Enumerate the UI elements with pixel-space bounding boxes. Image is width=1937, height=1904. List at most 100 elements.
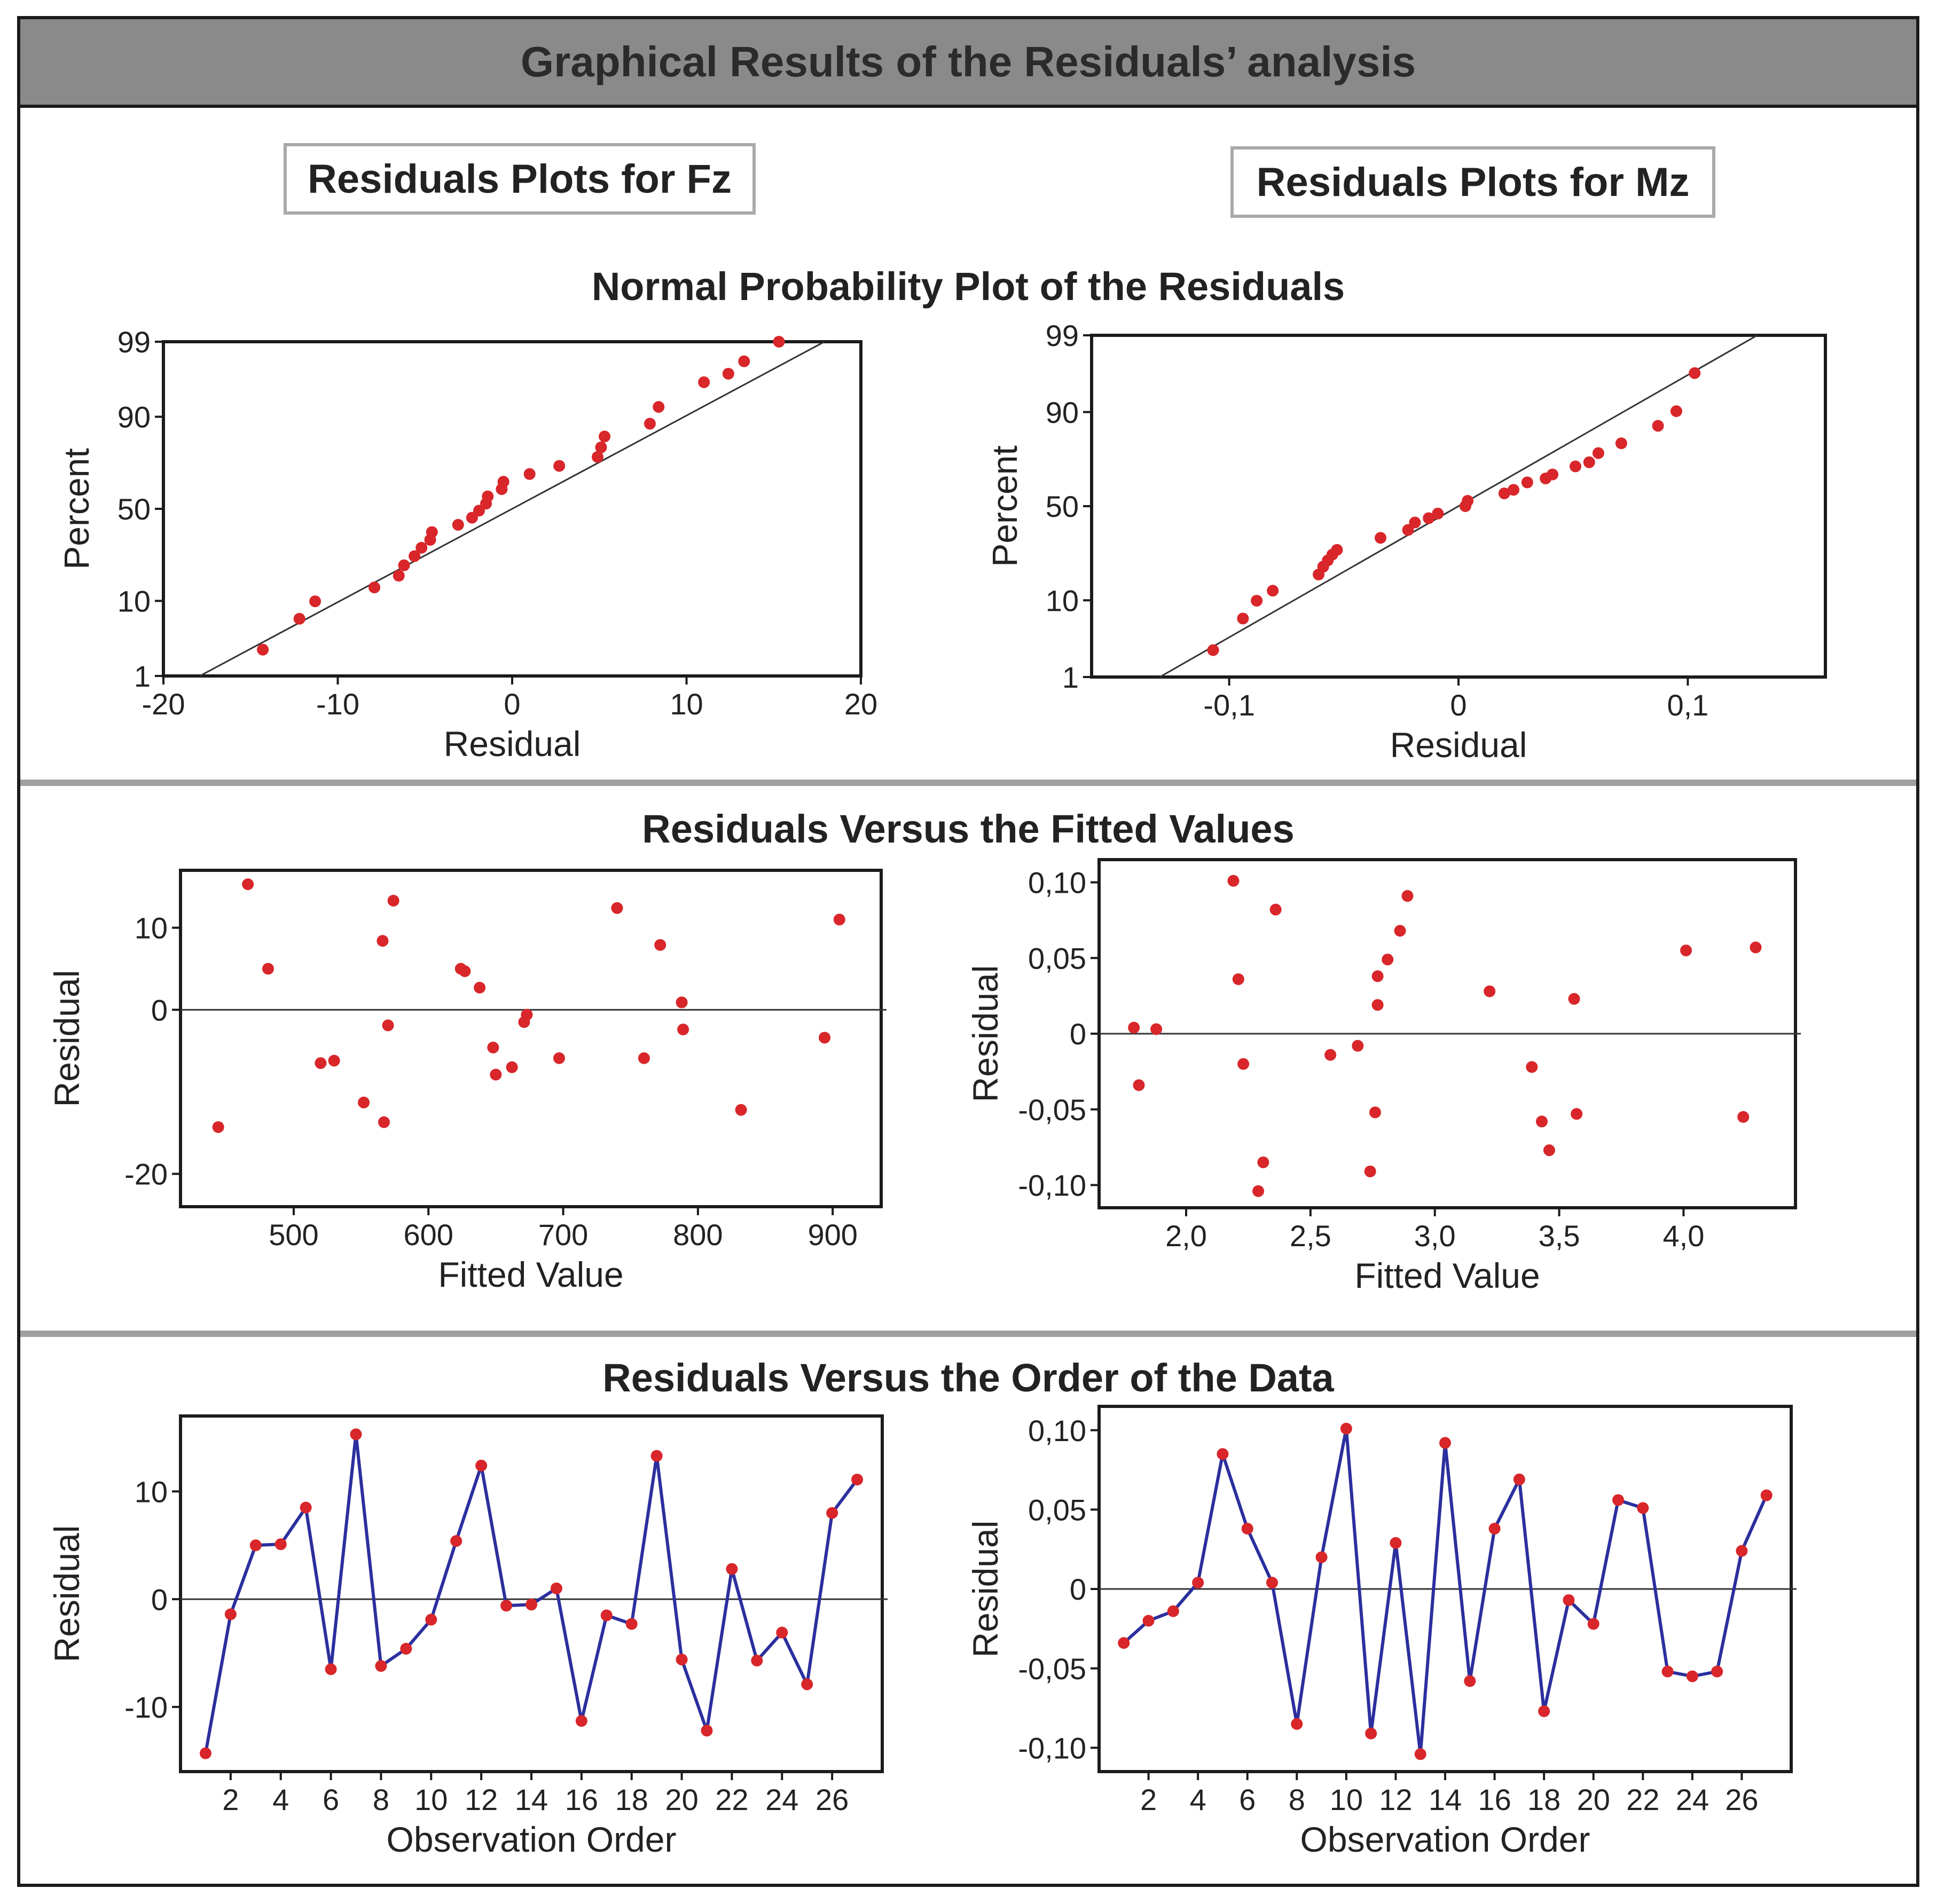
x-tick-label: 8 <box>373 1783 389 1816</box>
x-tick-label: 18 <box>1527 1783 1560 1816</box>
x-tick-label: 12 <box>465 1783 498 1816</box>
data-point <box>1394 925 1406 937</box>
data-point <box>249 1539 262 1552</box>
plot-frame <box>179 869 883 1208</box>
data-point <box>722 367 734 380</box>
y-tick-label: -0,10 <box>1018 1732 1086 1765</box>
data-point <box>1352 1040 1364 1052</box>
data-point <box>1535 1115 1548 1128</box>
data-point <box>490 1068 502 1081</box>
data-point <box>1150 1023 1163 1035</box>
x-tick-label: 700 <box>538 1218 588 1252</box>
series-line <box>203 1433 859 1754</box>
data-point <box>262 963 274 975</box>
x-tick-label: 800 <box>673 1218 723 1252</box>
y-tick-label: 10 <box>135 1475 168 1508</box>
data-point <box>315 1057 327 1069</box>
data-point <box>1266 1577 1278 1589</box>
y-tick-label: 10 <box>117 585 151 618</box>
data-point <box>426 526 438 538</box>
data-point <box>1232 973 1244 985</box>
x-tick-label: 900 <box>807 1218 857 1252</box>
x-tick-label: 4 <box>1190 1783 1206 1816</box>
data-point <box>1521 476 1533 489</box>
data-point <box>833 914 845 926</box>
data-point <box>450 1535 462 1547</box>
data-point <box>1543 1144 1555 1156</box>
plot-frame <box>179 1414 884 1773</box>
data-point <box>400 1642 412 1655</box>
x-tick-label: 600 <box>404 1218 453 1252</box>
y-tick-label: 0,05 <box>1028 1493 1086 1527</box>
x-tick-label: 2,5 <box>1290 1219 1331 1253</box>
y-axis-title: Percent <box>57 448 96 569</box>
data-point <box>644 418 656 430</box>
y-tick-label: 0,10 <box>1028 866 1086 900</box>
data-point <box>1462 494 1474 507</box>
data-point <box>599 430 611 443</box>
data-point <box>1365 1727 1377 1740</box>
chart-fit_mz: 2,0 2,5 3,0 3,5 4,0 -0,10 -0,05 0 0,05 0,10 Fitted… <box>966 858 1801 1295</box>
data-point <box>1237 612 1249 625</box>
y-tick-label: -0,05 <box>1018 1652 1086 1686</box>
data-point <box>1315 1551 1328 1563</box>
data-point <box>1508 484 1520 496</box>
data-point <box>1689 367 1701 379</box>
data-point <box>611 902 623 914</box>
data-point <box>1680 945 1692 957</box>
x-tick-label: 18 <box>615 1783 648 1816</box>
data-point <box>350 1428 362 1441</box>
data-point <box>452 518 464 531</box>
data-point <box>1587 1618 1599 1630</box>
y-tick-label: 10 <box>135 911 168 945</box>
chart-npp_fz: -20 -10 0 10 20 1 10 50 90 99 Residual Percent <box>57 325 877 764</box>
fz-column-label: Residuals Plots for Fz <box>284 143 756 215</box>
data-point <box>676 1654 688 1666</box>
data-point <box>1331 544 1343 556</box>
mz-column-label: Residuals Plots for Mz <box>1230 146 1715 218</box>
data-point <box>523 468 536 480</box>
data-point <box>358 1096 370 1108</box>
data-point <box>653 401 665 413</box>
x-tick-label: 20 <box>665 1783 698 1816</box>
data-point <box>550 1582 562 1594</box>
data-point <box>591 451 603 463</box>
data-point <box>1251 595 1263 607</box>
data-point <box>1167 1605 1179 1617</box>
y-axis-title: Percent <box>985 445 1024 567</box>
data-point <box>497 476 509 488</box>
y-axis-title: Residual <box>47 1525 87 1663</box>
data-point <box>1439 1437 1451 1449</box>
data-point <box>1409 516 1421 529</box>
x-tick-label: 12 <box>1379 1783 1412 1816</box>
y-tick-label: 1 <box>134 659 151 693</box>
section-divider <box>20 1331 1916 1337</box>
x-tick-label: 16 <box>1478 1783 1511 1816</box>
section-title-normal: Normal Probability Plot of the Residuals <box>591 264 1345 309</box>
x-tick-label: 500 <box>269 1218 318 1252</box>
data-point <box>1615 437 1627 450</box>
data-point <box>487 1041 499 1053</box>
y-tick-label: 0,10 <box>1028 1414 1086 1447</box>
data-point <box>801 1678 813 1690</box>
x-tick-label: 10 <box>670 687 703 721</box>
data-point <box>377 935 389 947</box>
x-tick-label: 6 <box>323 1783 339 1816</box>
data-point <box>1547 468 1559 481</box>
data-point <box>776 1626 788 1639</box>
data-point <box>1686 1670 1698 1682</box>
y-axis-title: Residual <box>47 970 87 1107</box>
data-point <box>751 1655 763 1667</box>
data-point <box>1736 1545 1748 1557</box>
data-point <box>819 1032 831 1044</box>
data-point <box>398 559 410 571</box>
x-tick-label: 4 <box>272 1783 289 1816</box>
data-point <box>1484 985 1496 997</box>
data-point <box>677 1024 689 1036</box>
x-tick-label: 2,0 <box>1165 1219 1207 1253</box>
data-point <box>1592 447 1604 459</box>
data-point <box>526 1599 537 1611</box>
figure-title: Graphical Results of the Residuals’ anal… <box>20 19 1916 108</box>
data-point <box>415 541 428 554</box>
